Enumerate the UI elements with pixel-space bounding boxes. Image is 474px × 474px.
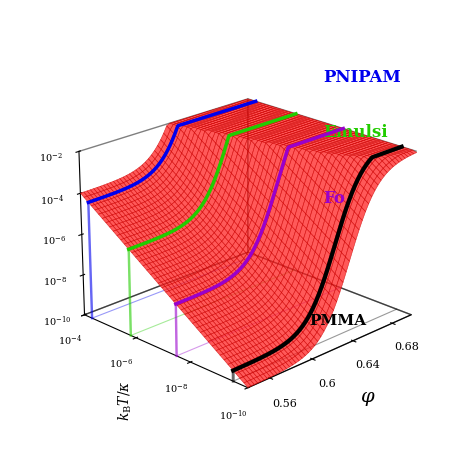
Text: PNIPAM: PNIPAM (323, 69, 401, 86)
Text: Fo: Fo (323, 190, 345, 207)
Text: Emulsi: Emulsi (323, 124, 388, 141)
X-axis label: φ: φ (361, 388, 374, 406)
Y-axis label: $k_{\rm B}T/\kappa$: $k_{\rm B}T/\kappa$ (117, 380, 135, 420)
